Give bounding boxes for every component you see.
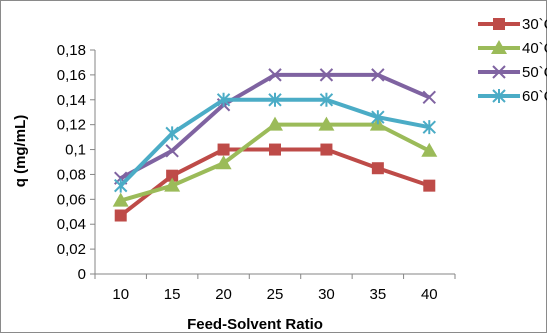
y-axis-title: q (mg/mL)	[12, 115, 29, 188]
legend-item: 40`C	[478, 40, 547, 57]
triangle-marker	[491, 40, 507, 54]
square-marker	[269, 143, 281, 156]
x-marker	[371, 68, 385, 82]
triangle-marker	[318, 116, 335, 131]
x-tick-label: 20	[215, 286, 232, 303]
triangle-marker	[215, 155, 232, 170]
y-tick-label: 0,18	[57, 42, 86, 59]
triangle-marker	[164, 177, 181, 192]
y-tick-label: 0,06	[57, 191, 86, 208]
y-tick-label: 0,08	[57, 166, 86, 183]
legend-label: 60`C	[522, 88, 547, 105]
star-marker	[492, 89, 506, 103]
square-marker	[423, 179, 436, 192]
y-tick-label: 0,16	[57, 67, 86, 84]
square-marker	[166, 169, 179, 182]
star-marker	[165, 126, 179, 141]
x-tick-label: 10	[112, 286, 129, 303]
legend-item: 60`C	[478, 88, 547, 105]
x-tick-label: 15	[164, 286, 181, 303]
series-line	[119, 147, 430, 218]
x-marker	[422, 90, 436, 104]
x-axis-title: Feed-Solvent Ratio	[187, 316, 323, 333]
x-tick-label: 30	[318, 286, 335, 303]
y-tick-label: 0,1	[65, 142, 86, 159]
series-1	[114, 143, 436, 222]
square-marker	[493, 18, 505, 30]
triangle-marker	[421, 142, 438, 157]
square-marker	[320, 143, 333, 156]
legend-label: 40`C	[522, 40, 547, 57]
star-marker	[371, 110, 385, 125]
star-marker	[422, 120, 436, 135]
star-marker	[114, 178, 128, 193]
x-marker	[165, 144, 179, 158]
square-marker	[114, 209, 127, 222]
x-tick-label: 40	[421, 286, 438, 303]
x-marker	[319, 68, 334, 82]
series-2	[112, 116, 438, 207]
star-marker	[216, 92, 231, 107]
y-tick-label: 0	[78, 266, 86, 283]
square-marker	[371, 162, 384, 175]
y-tick-label: 0,14	[57, 92, 86, 109]
x-marker	[492, 65, 506, 79]
star-marker	[319, 92, 334, 107]
star-marker	[268, 92, 282, 107]
legend: 30`C 40`C 50`C 60`C	[478, 16, 547, 105]
y-tick-label: 0,12	[57, 117, 86, 134]
x-tick-label: 35	[370, 286, 387, 303]
x-tick-label: 25	[267, 286, 284, 303]
triangle-marker	[267, 116, 283, 131]
legend-item: 30`C	[478, 16, 547, 33]
y-tick-label: 0,04	[57, 216, 86, 233]
series-4	[114, 92, 436, 193]
square-marker	[217, 143, 230, 156]
legend-label: 50`C	[522, 64, 547, 81]
y-tick-label: 0,02	[57, 241, 86, 258]
triangle-marker	[112, 192, 129, 207]
legend-item: 50`C	[478, 64, 547, 81]
x-marker	[268, 68, 282, 82]
legend-label: 30`C	[522, 16, 547, 33]
